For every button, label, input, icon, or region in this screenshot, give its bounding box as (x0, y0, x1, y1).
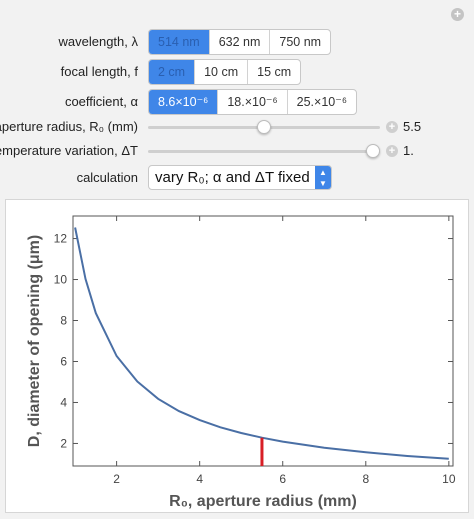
temperature-variation-label: temperature variation, ΔT (0, 143, 138, 158)
x-axis-label: R₀, aperture radius (mm) (169, 493, 357, 510)
focal-length-label: focal length, f (60, 64, 138, 79)
y-tick-label: 8 (60, 314, 67, 328)
calculation-dropdown[interactable]: vary R₀; α and ΔT fixed ▲ ▼ (148, 165, 332, 190)
x-tick-label: 6 (279, 472, 286, 486)
x-tick-label: 8 (362, 472, 369, 486)
temperature-variation-row: temperature variation, ΔT + 1. (0, 138, 474, 164)
wavelength-option-632[interactable]: 632 nm (208, 30, 270, 54)
aperture-radius-value: 5.5 (403, 119, 422, 134)
temperature-variation-value: 1. (403, 143, 414, 158)
temperature-variation-slider[interactable] (148, 150, 380, 153)
x-tick-label: 2 (113, 472, 120, 486)
y-tick-label: 10 (54, 273, 68, 287)
aperture-radius-expand-icon[interactable]: + (386, 121, 398, 133)
aperture-radius-label: aperture radius, R₀ (mm) (0, 119, 138, 134)
y-tick-label: 4 (60, 395, 67, 409)
focal-length-option-15cm[interactable]: 15 cm (247, 60, 300, 84)
y-tick-label: 2 (60, 436, 67, 450)
plot-frame (72, 215, 454, 467)
focal-length-row: focal length, f 2 cm 10 cm 15 cm (0, 59, 474, 85)
y-axis-label: D, diameter of opening (μm) (26, 235, 43, 447)
calculation-label: calculation (76, 170, 138, 185)
calculation-row: calculation vary R₀; α and ΔT fixed ▲ ▼ (0, 165, 474, 191)
y-tick-label: 12 (54, 232, 68, 246)
temperature-variation-slider-thumb[interactable] (366, 144, 380, 158)
wavelength-selector: 514 nm 632 nm 750 nm (148, 29, 332, 55)
plot-panel: 2 4 6 8 10 2 4 6 8 10 12 R₀, aperture radius (mm) … (5, 199, 469, 513)
coefficient-option-25[interactable]: 25.×10⁻⁶ (286, 90, 356, 114)
coefficient-option-8-6[interactable]: 8.6×10⁻⁶ (149, 90, 218, 114)
expand-icon[interactable]: + (451, 8, 464, 21)
aperture-radius-row: aperture radius, R₀ (mm) + 5.5 (0, 114, 474, 140)
focal-length-selector: 2 cm 10 cm 15 cm (148, 59, 302, 85)
focal-length-option-2cm[interactable]: 2 cm (149, 60, 195, 84)
coefficient-row: coefficient, α 8.6×10⁻⁶ 18.×10⁻⁶ 25.×10⁻… (0, 89, 474, 115)
x-tick-label: 10 (442, 472, 456, 486)
series-line (74, 227, 449, 460)
wavelength-option-750[interactable]: 750 nm (269, 30, 330, 54)
coefficient-option-18[interactable]: 18.×10⁻⁶ (217, 90, 286, 114)
focal-length-option-10cm[interactable]: 10 cm (194, 60, 247, 84)
wavelength-label: wavelength, λ (58, 34, 139, 49)
coefficient-label: coefficient, α (64, 94, 138, 109)
chevron-updown-icon: ▲ ▼ (315, 166, 331, 189)
wavelength-row: wavelength, λ 514 nm 632 nm 750 nm (0, 29, 474, 55)
coefficient-selector: 8.6×10⁻⁶ 18.×10⁻⁶ 25.×10⁻⁶ (148, 89, 357, 115)
wavelength-option-514[interactable]: 514 nm (149, 30, 209, 54)
calculation-selected-value: vary R₀; α and ΔT fixed (155, 169, 310, 186)
temperature-variation-expand-icon[interactable]: + (386, 145, 398, 157)
x-tick-label: 4 (196, 472, 203, 486)
y-tick-label: 6 (60, 354, 67, 368)
aperture-radius-slider-thumb[interactable] (257, 120, 271, 134)
